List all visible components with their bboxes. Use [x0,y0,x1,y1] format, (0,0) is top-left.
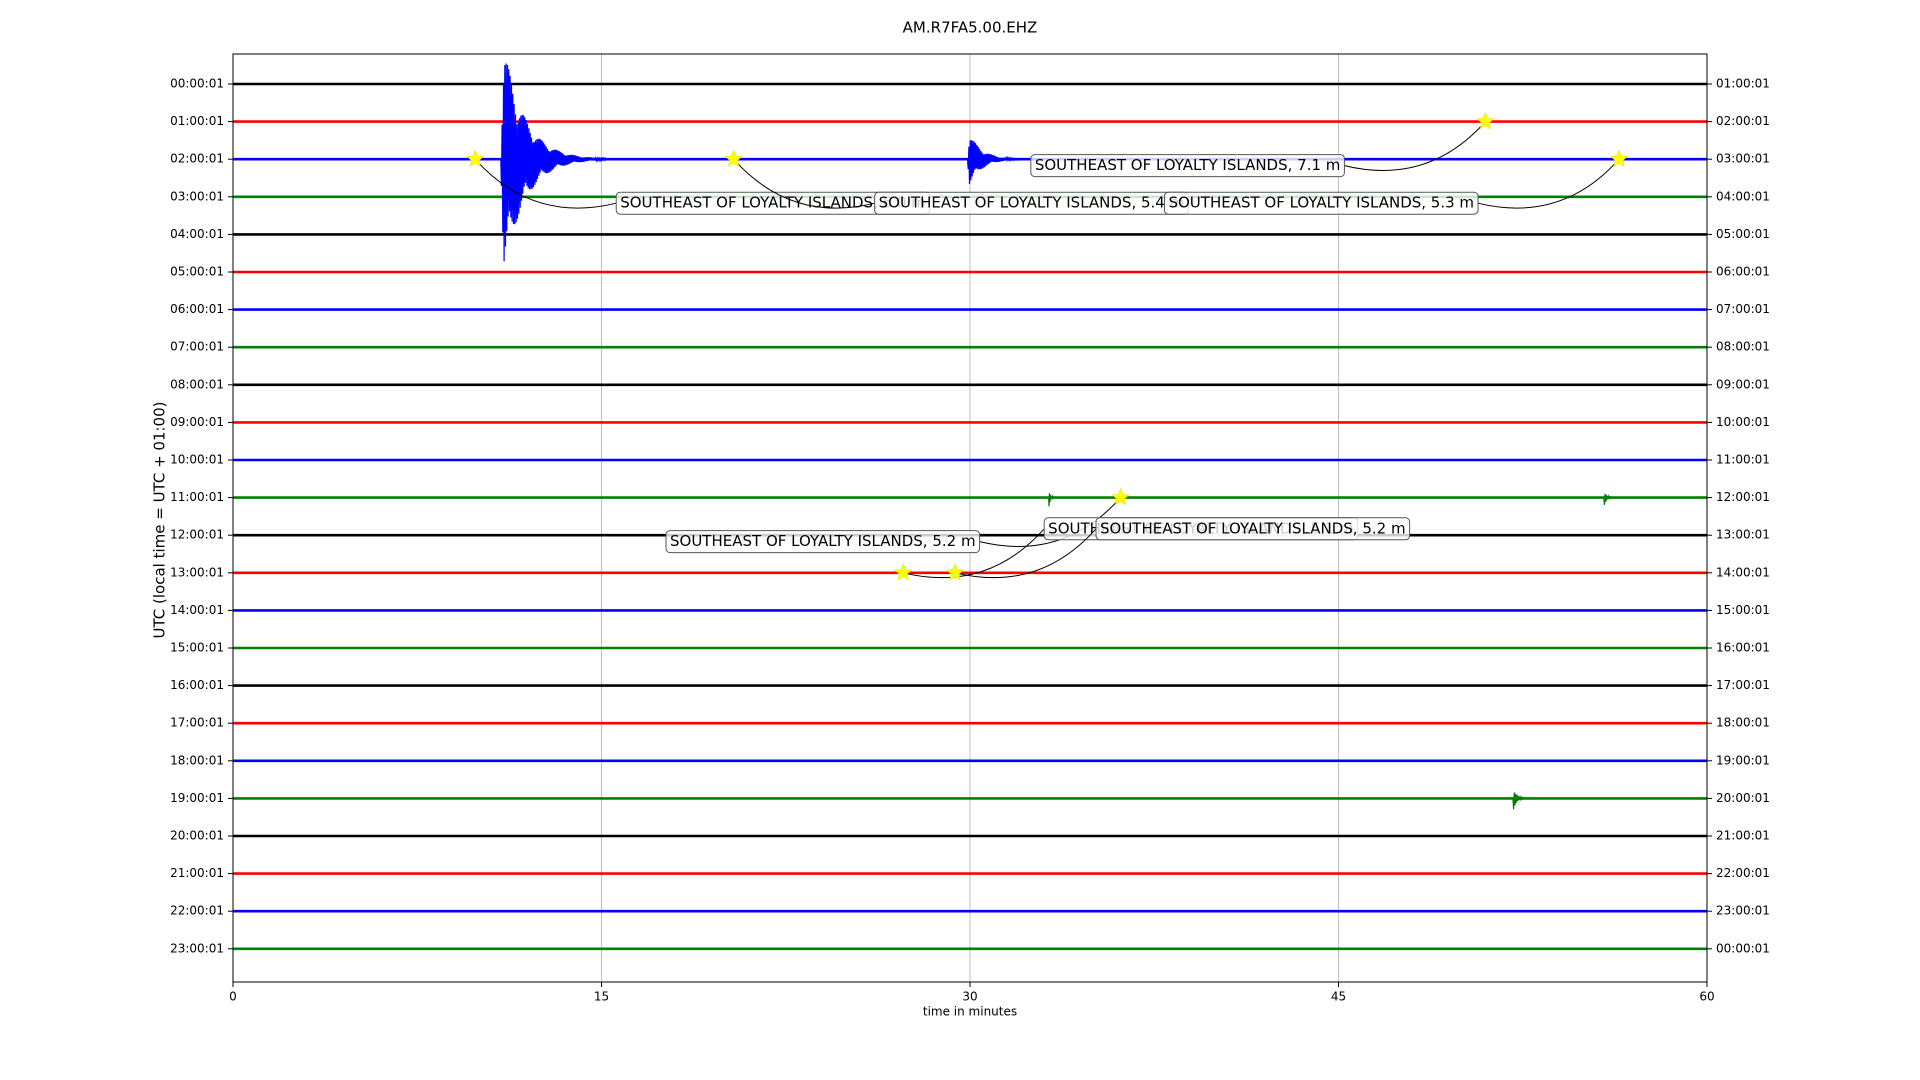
x-tick-label: 15 [594,990,609,1004]
burst [1603,493,1617,505]
events-layer: SOUTHEAST OF LOYALTY ISLANDS, 7.1 m SOUTH… [466,111,1629,581]
y2-tick-label: 05:00:01 [1716,227,1770,241]
annotation-box [665,530,981,554]
ticks-layer: 0 15 30 45 60 00:00:01 01:00:01 01:00:01 02:00:0… [170,77,1770,1004]
y-tick-label: 07:00:01 [170,340,224,354]
annotation-connector [903,528,1045,579]
annotation-label: SOUTHEAST OF LOYALTY ISLANDS, 5.3 m [1168,194,1474,212]
annotation-label: SOUTHEAST OF LOYALTY ISLANDS, 5.2 m [670,532,976,550]
y2-tick-label: 18:00:01 [1716,716,1770,730]
y2-tick-label: 16:00:01 [1716,641,1770,655]
y2-tick-label: 11:00:01 [1716,453,1770,467]
annotation-connector [1344,121,1486,171]
y-tick-label: 00:00:01 [170,77,224,91]
x-tick-label: 30 [962,990,977,1004]
y-tick-label: 03:00:01 [170,189,224,203]
y-tick-label: 09:00:01 [170,415,224,429]
y-tick-label: 14:00:01 [170,603,224,617]
x-tick-label: 60 [1699,990,1714,1004]
y-tick-label: 21:00:01 [170,866,224,880]
y-tick-label: 18:00:01 [170,753,224,767]
y2-tick-label: 01:00:01 [1716,77,1770,91]
event-star [466,149,485,168]
event-star [1609,149,1629,168]
annotation-connector [954,528,1097,579]
annotation-box [1163,191,1479,215]
annotation-label: SOUTHEAST OF LOYALTY ISLANDS, 5.4 m [879,194,1185,212]
x-tick-label: 45 [1331,990,1346,1004]
y-tick-label: 19:00:01 [170,791,224,805]
event-star [1111,487,1130,506]
y2-tick-label: 13:00:01 [1716,528,1770,542]
y-tick-label: 22:00:01 [170,904,224,918]
y-tick-label: 12:00:01 [170,528,224,542]
y2-tick-label: 06:00:01 [1716,265,1770,279]
y-tick-label: 08:00:01 [170,377,224,391]
event-star [1476,111,1495,130]
annotation-box [1095,517,1411,541]
y2-tick-label: 12:00:01 [1716,490,1770,504]
annotation-connector [979,497,1121,547]
burst [1048,493,1057,507]
y2-tick-label: 07:00:01 [1716,302,1770,316]
burst [966,140,1032,185]
annotation-label: SOUTHEAST OF LOYALTY ISLANDS, 5.2 m [1100,519,1406,537]
y2-tick-label: 00:00:01 [1716,941,1770,955]
burst [1512,792,1531,810]
x-axis-label: time in minutes [923,1005,1017,1019]
y-tick-label: 04:00:01 [170,227,224,241]
y-tick-label: 10:00:01 [170,453,224,467]
event-star [893,563,913,581]
y-tick-label: 20:00:01 [170,829,224,843]
event-star [945,563,965,581]
y2-tick-label: 15:00:01 [1716,603,1770,617]
y2-tick-label: 14:00:01 [1716,565,1770,579]
x-tick-label: 0 [229,990,237,1004]
chart-title: AM.R7FA5.00.EHZ [903,19,1038,37]
y2-tick-label: 20:00:01 [1716,791,1770,805]
annotation-connector [733,158,875,209]
y2-tick-label: 21:00:01 [1716,829,1770,843]
y2-tick-label: 17:00:01 [1716,678,1770,692]
y2-tick-label: 19:00:01 [1716,753,1770,767]
y2-tick-label: 08:00:01 [1716,340,1770,354]
y-tick-label: 02:00:01 [170,152,224,166]
event-star [724,149,743,168]
y2-tick-label: 03:00:01 [1716,152,1770,166]
y-tick-label: 17:00:01 [170,716,224,730]
annotation-box [1030,154,1345,178]
y-tick-label: 05:00:01 [170,265,224,279]
y-tick-label: 06:00:01 [170,302,224,316]
burst [500,63,607,262]
y-tick-label: 13:00:01 [170,565,224,579]
annotation-connector [1477,158,1620,209]
annotation-connector [474,158,617,209]
y-tick-label: 16:00:01 [170,678,224,692]
y2-tick-label: 09:00:01 [1716,377,1770,391]
y-tick-label: 01:00:01 [170,114,224,128]
y-tick-label: 23:00:01 [170,941,224,955]
annotation-label: SOUTHEAST OF LOYALTY ISLANDS, 7.1 m [1035,156,1341,174]
y2-tick-label: 23:00:01 [1716,904,1770,918]
y2-tick-label: 22:00:01 [1716,866,1770,880]
y-axis-label: UTC (local time = UTC + 01:00) [151,402,169,639]
y2-tick-label: 02:00:01 [1716,114,1770,128]
y2-tick-label: 04:00:01 [1716,189,1770,203]
y-tick-label: 11:00:01 [170,490,224,504]
y-tick-label: 15:00:01 [170,641,224,655]
y2-tick-label: 10:00:01 [1716,415,1770,429]
